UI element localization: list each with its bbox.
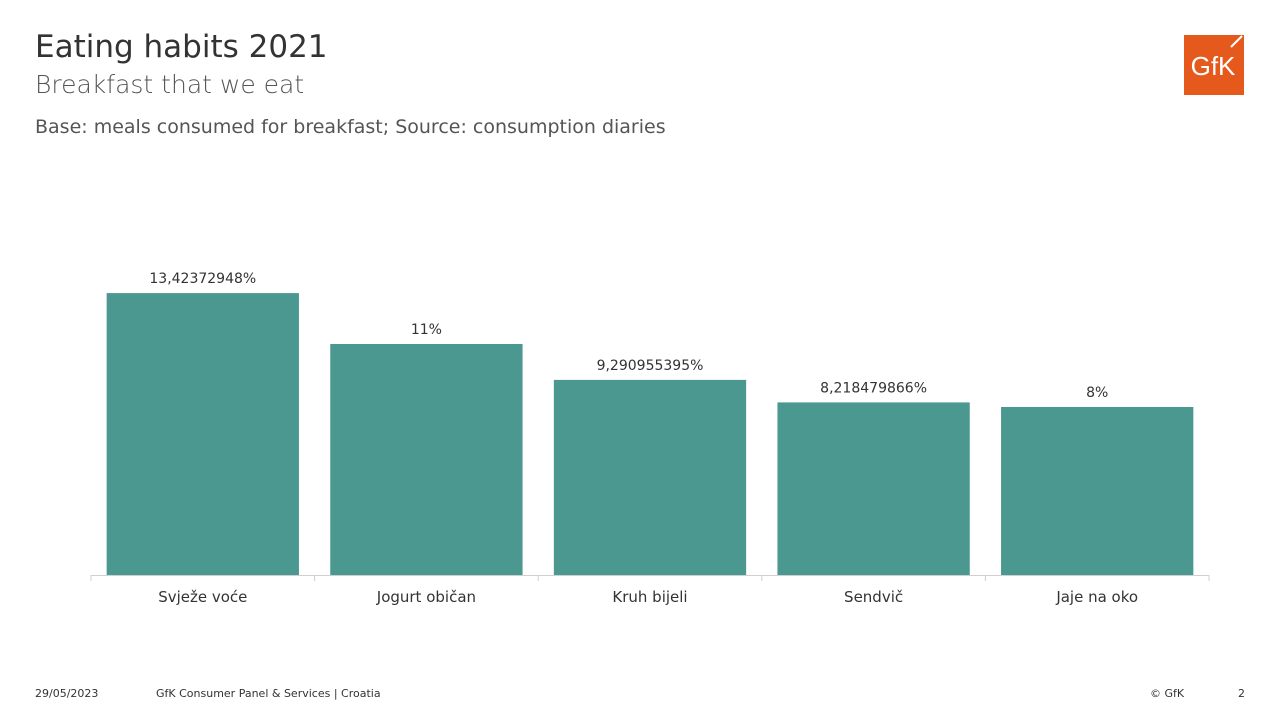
footer-date: 29/05/2023 xyxy=(35,687,99,700)
bar xyxy=(777,402,970,575)
x-tick-label: Kruh bijeli xyxy=(612,588,687,606)
data-label: 13,42372948% xyxy=(149,271,256,287)
data-label: 8% xyxy=(1086,385,1108,401)
bar xyxy=(330,344,523,575)
bar xyxy=(553,379,747,575)
page-subtitle: Breakfast that we eat xyxy=(35,70,305,99)
data-label: 9,290955395% xyxy=(597,358,704,374)
base-note: Base: meals consumed for breakfast; Sour… xyxy=(35,116,666,138)
data-label: 8,218479866% xyxy=(820,380,927,396)
x-tick-label: Sendvič xyxy=(844,588,903,606)
x-tick-label: Svježe voće xyxy=(158,588,247,606)
gfk-logo-slash xyxy=(1230,35,1243,48)
page-title: Eating habits 2021 xyxy=(35,29,328,65)
bar xyxy=(106,293,299,575)
footer-company: GfK Consumer Panel & Services | Croatia xyxy=(156,687,381,700)
footer-page-number: 2 xyxy=(1238,687,1245,700)
bar xyxy=(1001,407,1194,575)
gfk-logo: GfK xyxy=(1184,35,1244,95)
x-tick-label: Jogurt običan xyxy=(376,588,476,606)
footer-copyright: © GfK xyxy=(1150,687,1185,700)
data-label: 11% xyxy=(411,322,442,338)
x-tick-label: Jaje na oko xyxy=(1055,588,1138,606)
gfk-logo-text: GfK xyxy=(1191,51,1236,81)
